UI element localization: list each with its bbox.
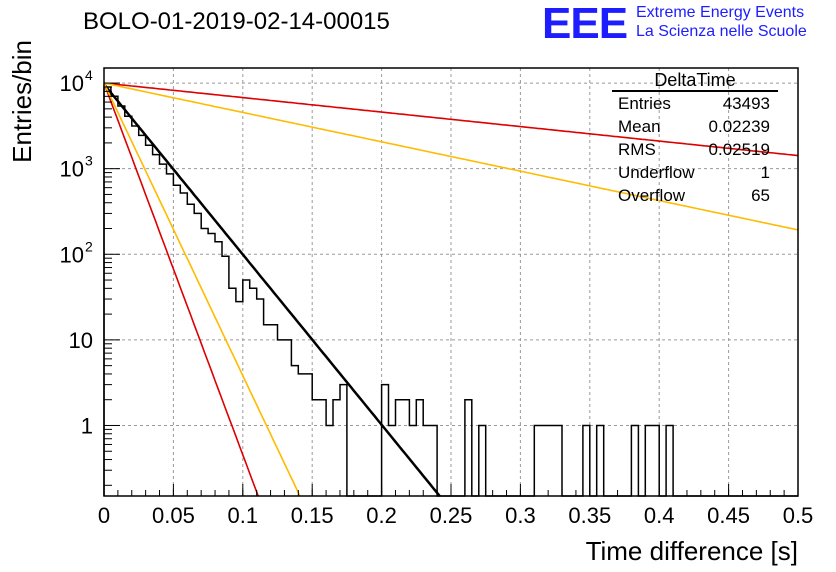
stats-value: 1	[760, 163, 770, 182]
histogram	[103, 86, 798, 497]
y-axis-label: Entries/bin	[7, 40, 37, 163]
logo-line-1: Extreme Energy Events	[636, 4, 805, 21]
x-axis-label: Time difference [s]	[586, 536, 798, 566]
stats-title: DeltaTime	[612, 70, 778, 92]
fit-curves	[103, 82, 799, 497]
x-tick-label: 0.15	[291, 503, 334, 528]
x-tick-label: 0.4	[644, 503, 675, 528]
stats-row-overflow: Overflow 65	[612, 184, 778, 207]
stats-row-rms: RMS 0.02519	[612, 138, 778, 161]
fit-curve	[103, 82, 301, 497]
eee-logo: EEE	[542, 0, 628, 48]
stats-row-mean: Mean 0.02239	[612, 115, 778, 138]
chart-title: BOLO-01-2019-02-14-00015	[83, 8, 390, 35]
x-tick-label: 0.2	[366, 503, 397, 528]
fit-curve	[103, 82, 799, 157]
stats-value: 0.02239	[708, 117, 770, 136]
stats-box: DeltaTime Entries 43493 Mean 0.02239 RMS…	[612, 70, 778, 207]
x-tick-label: 0.25	[430, 503, 473, 528]
stats-value: 43493	[722, 94, 770, 113]
x-axis: 0 0.05 0.1 0.15 0.2 0.25 0.3 0.35 0.4 0.45 0.5	[98, 484, 813, 528]
stats-row-underflow: Underflow 1	[612, 161, 778, 184]
x-tick-label: 0.05	[152, 503, 195, 528]
x-tick-label: 0.45	[707, 503, 750, 528]
stats-value: 65	[751, 186, 770, 205]
y-tick-label: 10	[60, 242, 84, 267]
stats-label: Mean	[618, 117, 661, 136]
fit-curve	[103, 83, 441, 497]
fit-curve	[103, 82, 259, 497]
stats-label: Entries	[618, 94, 671, 113]
y-tick-exponent: 4	[85, 67, 93, 83]
stats-value: 0.02519	[708, 140, 770, 159]
stats-label: Underflow	[618, 163, 695, 182]
x-tick-label: 0	[98, 503, 110, 528]
y-tick-exponent: 2	[85, 238, 93, 254]
y-tick-exponent: 3	[85, 153, 93, 169]
y-tick-label: 10	[60, 71, 84, 96]
x-tick-label: 0.3	[505, 503, 536, 528]
y-tick-label: 1	[81, 413, 93, 438]
x-tick-label: 0.1	[228, 503, 259, 528]
x-tick-label: 0.35	[568, 503, 611, 528]
stats-row-entries: Entries 43493	[612, 92, 778, 115]
histogram-steps	[103, 86, 798, 497]
stats-label: Overflow	[618, 186, 686, 205]
fit-curve	[103, 82, 799, 231]
x-tick-label: 0.5	[783, 503, 814, 528]
y-tick-label: 10	[69, 328, 93, 353]
stats-label: RMS	[618, 140, 656, 159]
y-tick-label: 10	[60, 157, 84, 182]
logo-line-2: La Scienza nelle Scuole	[636, 23, 807, 40]
